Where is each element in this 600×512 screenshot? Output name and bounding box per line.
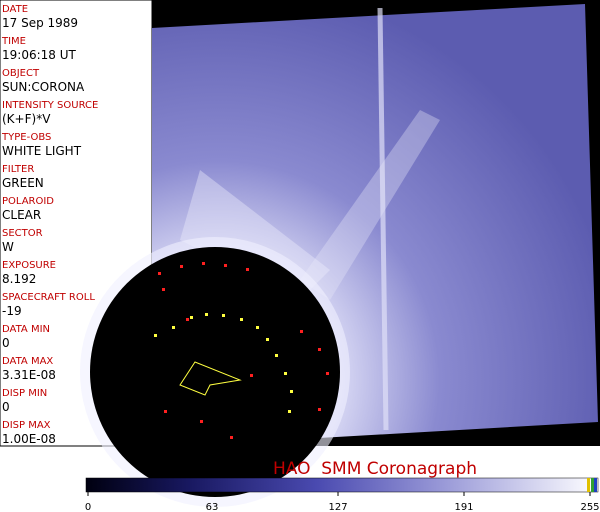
field-value: 19:06:18 UT [2, 48, 76, 62]
field-value: -19 [2, 304, 22, 318]
field-label: DATA MIN [2, 324, 50, 335]
field-label: DISP MIN [2, 388, 47, 399]
field-value: CLEAR [2, 208, 41, 222]
colorbar-tick-label: 0 [85, 502, 91, 512]
field-value: 8.192 [2, 272, 36, 286]
field-label: OBJECT [2, 68, 40, 79]
colorbar-tick-label: 63 [206, 502, 219, 512]
ring [80, 237, 350, 507]
marker [179, 361, 242, 396]
field-label: FILTER [2, 164, 34, 175]
markers [158, 262, 329, 439]
streamer [300, 110, 440, 300]
colorbar [85, 477, 599, 493]
field-value: WHITE LIGHT [2, 144, 82, 158]
markers [154, 313, 293, 413]
field-label: SECTOR [2, 228, 43, 239]
field-label: DATE [2, 4, 28, 15]
field-label: SPACECRAFT ROLL [2, 292, 95, 303]
colorbar-end [591, 478, 594, 492]
field-label: TIME [1, 36, 26, 47]
field-value: 17 Sep 1989 [2, 16, 78, 30]
colorbar-end [587, 478, 590, 492]
field-value: (K+F)*V [2, 112, 51, 126]
colorbar-tick-label: 191 [454, 502, 473, 512]
field-label: TYPE-OBS [1, 132, 51, 143]
field-value: GREEN [2, 176, 44, 190]
field-label: DATA MAX [2, 356, 53, 367]
field-label: INTENSITY SOURCE [2, 100, 98, 111]
field-value: 0 [2, 336, 10, 350]
colorbar-tick-label: 255 [580, 502, 599, 512]
colorbar-tick-label: 127 [328, 502, 347, 512]
field-label: DISP MAX [2, 420, 51, 431]
streamer [377, 7, 389, 431]
field-value: 1.00E-08 [2, 432, 56, 446]
field-value: SUN:CORONA [2, 80, 85, 94]
occulter [90, 247, 340, 497]
field-value: W [2, 240, 14, 254]
field-value: 0 [2, 400, 10, 414]
title: HAO SMM Coronagraph [273, 459, 477, 479]
field-label: POLAROID [2, 196, 54, 207]
colorbar-end [594, 478, 597, 492]
field-value: 3.31E-08 [2, 368, 56, 382]
field-label: EXPOSURE [2, 260, 56, 271]
